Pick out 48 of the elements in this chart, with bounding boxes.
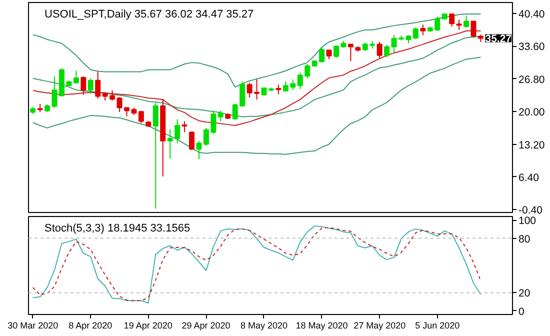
candlestick — [348, 44, 354, 62]
y-tick-label: 40.40 — [518, 8, 545, 21]
y-tick-label: 0 — [518, 306, 524, 318]
candlestick — [138, 110, 144, 124]
x-tick-label: 27 May 2020 — [354, 320, 406, 330]
candlestick — [182, 120, 188, 133]
y-tick-label: -0.40 — [518, 204, 543, 217]
x-tick-label: 19 Apr 2020 — [124, 320, 172, 330]
text: Stoch(5,3,3) 18.1945 33.1565 — [44, 222, 190, 234]
y-tick-label: 13.20 — [518, 139, 545, 152]
candlestick — [116, 96, 122, 113]
y-tick-label: 20.00 — [518, 106, 545, 119]
y-tick-label: 26.80 — [518, 74, 545, 86]
candlestick — [52, 76, 58, 108]
annotation: 35.27 — [485, 33, 512, 46]
candlestick — [189, 130, 194, 151]
candlestick — [167, 128, 173, 160]
y-tick-label: 80 — [518, 233, 530, 246]
x-tick-label: 5 Jun 2020 — [415, 320, 460, 330]
candlestick — [196, 140, 202, 160]
candlestick — [88, 78, 94, 94]
candlestick — [218, 110, 224, 122]
candlestick — [152, 102, 158, 210]
candlestick — [174, 118, 180, 144]
x-tick-label: 8 Apr 2020 — [68, 320, 112, 330]
candlestick — [276, 84, 282, 95]
x-tick-label: 29 Apr 2020 — [182, 320, 230, 330]
y-tick-label: 20 — [518, 288, 530, 300]
candlestick — [456, 19, 462, 30]
line-series — [32, 56, 482, 155]
x-tick-label: 18 May 2020 — [296, 320, 348, 330]
candlestick — [80, 76, 86, 96]
candlestick — [470, 20, 476, 38]
y-tick-label: 100 — [518, 215, 536, 228]
candlestick — [420, 24, 426, 36]
x-tick-label: 30 Mar 2020 — [8, 320, 58, 330]
candlestick — [449, 13, 455, 28]
candlestick — [384, 44, 390, 58]
y-tick-label: 6.40 — [518, 172, 540, 184]
y-tick-label: 33.60 — [518, 41, 545, 54]
candlestick — [412, 26, 418, 40]
x-tick-label: 8 May 2020 — [240, 320, 288, 330]
candlestick — [73, 70, 79, 84]
text: USOIL_SPT,Daily 35.67 36.02 34.47 35.27 — [44, 8, 254, 20]
candlestick — [464, 14, 470, 28]
candlestick — [376, 41, 382, 59]
candlestick — [95, 70, 101, 100]
candlestick — [326, 49, 332, 60]
